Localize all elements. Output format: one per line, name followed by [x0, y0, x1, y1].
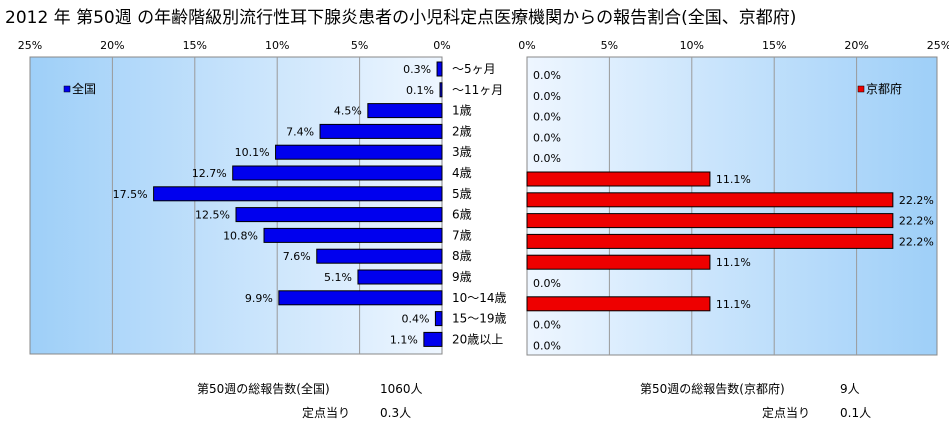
kyoto-value-label: 0.0% — [533, 111, 561, 124]
national-bar — [319, 123, 443, 139]
national-bar — [423, 331, 443, 347]
kyoto-value-label: 0.0% — [533, 277, 561, 290]
kyoto-value-label: 0.0% — [533, 131, 561, 144]
category-label: 6歳 — [452, 208, 472, 222]
national-per-label: 定点当り — [302, 406, 351, 420]
national-bar — [439, 82, 443, 98]
category-label: 4歳 — [452, 166, 472, 180]
kyoto-per-label: 定点当り — [762, 406, 811, 420]
right-xtick-label: 25% — [927, 39, 949, 52]
kyoto-per-value: 0.1人 — [840, 406, 872, 420]
national-value-label: 5.1% — [324, 271, 352, 284]
category-label: 8歳 — [452, 249, 472, 263]
kyoto-value-label: 0.0% — [533, 69, 561, 82]
category-label: 15～19歳 — [452, 312, 507, 326]
national-bar — [232, 165, 443, 181]
kyoto-bar — [526, 213, 894, 229]
kyoto-value-label: 0.0% — [533, 90, 561, 103]
kyoto-value-label: 11.1% — [716, 173, 751, 186]
national-value-label: 7.4% — [286, 125, 314, 138]
national-bar — [278, 290, 443, 306]
kyoto-value-label: 0.0% — [533, 339, 561, 352]
national-bar — [436, 61, 443, 77]
right-xtick-label: 15% — [762, 39, 786, 52]
left-xtick-label: 0% — [433, 39, 450, 52]
category-label: 9歳 — [452, 270, 472, 284]
national-value-label: 7.6% — [283, 250, 311, 263]
national-value-label: 10.8% — [223, 229, 258, 242]
kyoto-bar — [526, 296, 711, 312]
national-value-label: 12.7% — [192, 167, 227, 180]
national-value-label: 10.1% — [235, 146, 270, 159]
right-xtick-label: 10% — [680, 39, 704, 52]
national-bar — [367, 103, 443, 119]
kyoto-value-label: 22.2% — [899, 235, 934, 248]
kyoto-value-label: 0.0% — [533, 319, 561, 332]
kyoto-value-label: 22.2% — [899, 194, 934, 207]
national-value-label: 0.4% — [401, 313, 429, 326]
national-value-label: 12.5% — [195, 209, 230, 222]
national-bar — [357, 269, 443, 285]
national-bar — [275, 144, 443, 160]
left-plot-area — [29, 56, 443, 355]
national-value-label: 0.3% — [403, 63, 431, 76]
kyoto-bar — [526, 171, 711, 187]
category-label: 1歳 — [452, 104, 472, 118]
kyoto-legend-label: 京都府 — [866, 81, 902, 96]
national-per-value: 0.3人 — [380, 406, 412, 420]
kyoto-total-value: 9人 — [840, 382, 860, 396]
category-label: ～5ヶ月 — [452, 62, 496, 76]
national-total-label: 第50週の総報告数(全国) — [197, 382, 330, 396]
chart-title: 2012 年 第50週 の年齢階級別流行性耳下腺炎患者の小児科定点医療機関からの… — [5, 8, 797, 28]
national-value-label: 17.5% — [113, 188, 148, 201]
national-value-label: 4.5% — [334, 105, 362, 118]
kyoto-legend-swatch — [857, 85, 865, 93]
left-xtick-label: 15% — [183, 39, 207, 52]
kyoto-value-label: 11.1% — [716, 298, 751, 311]
category-label: 5歳 — [452, 187, 472, 201]
category-label: 7歳 — [452, 228, 472, 242]
right-xtick-label: 20% — [844, 39, 868, 52]
national-bar — [434, 311, 443, 327]
national-value-label: 1.1% — [390, 333, 418, 346]
left-xtick-label: 25% — [18, 39, 42, 52]
national-value-label: 0.1% — [406, 84, 434, 97]
national-bar — [153, 186, 443, 202]
kyoto-bar — [526, 233, 894, 249]
category-label: 10～14歳 — [452, 291, 507, 305]
national-bar — [263, 227, 443, 243]
kyoto-value-label: 11.1% — [716, 256, 751, 269]
left-xtick-label: 5% — [351, 39, 368, 52]
right-xtick-label: 0% — [518, 39, 535, 52]
national-value-label: 9.9% — [245, 292, 273, 305]
national-bar — [235, 207, 443, 223]
category-label: 3歳 — [452, 145, 472, 159]
right-xtick-label: 5% — [601, 39, 618, 52]
category-label: 20歳以上 — [452, 332, 503, 346]
national-bar — [316, 248, 443, 264]
category-label: ～11ヶ月 — [452, 83, 503, 97]
category-label: 2歳 — [452, 124, 472, 138]
kyoto-value-label: 22.2% — [899, 215, 934, 228]
national-total-value: 1060人 — [380, 382, 423, 396]
kyoto-bar — [526, 254, 711, 270]
national-legend-label: 全国 — [72, 81, 96, 96]
kyoto-value-label: 0.0% — [533, 152, 561, 165]
left-xtick-label: 20% — [100, 39, 124, 52]
kyoto-total-label: 第50週の総報告数(京都府) — [640, 382, 785, 396]
national-legend-swatch — [63, 85, 71, 93]
kyoto-bar — [526, 192, 894, 208]
left-xtick-label: 10% — [265, 39, 289, 52]
